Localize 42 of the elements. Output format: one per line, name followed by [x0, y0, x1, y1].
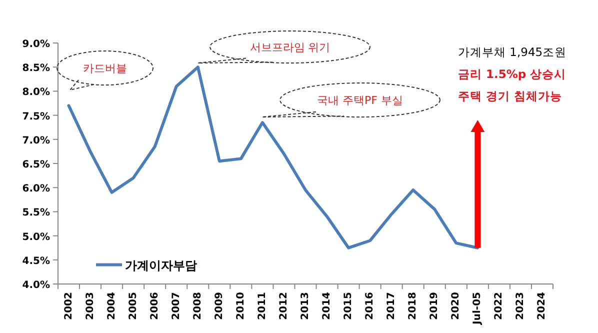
x-tick-label: 2005	[128, 292, 139, 320]
x-tick-label: 2002	[63, 292, 74, 320]
x-tick-label: 2009	[214, 292, 225, 320]
y-tick-label: 8.5%	[22, 63, 50, 74]
annotation: 서브프라임 위기	[250, 41, 330, 54]
x-tick-label: 2007	[170, 292, 182, 320]
x-tick-label: 2019	[429, 292, 440, 320]
x-tick-label: 2017	[386, 292, 398, 320]
y-tick-label: 5.0%	[22, 232, 50, 243]
x-tick-label: 2012	[278, 292, 290, 320]
x-tick-label: 2024	[536, 292, 548, 320]
x-tick-label: 2014	[322, 292, 333, 320]
annotation: 가계부채 1,945조원	[458, 45, 567, 59]
y-tick-label: 9.0%	[22, 39, 50, 50]
y-tick-label: 6.0%	[22, 184, 50, 195]
x-tick-label: 2016	[364, 292, 376, 320]
y-tick-label: 4.5%	[22, 256, 50, 267]
y-tick-label: 6.5%	[22, 160, 50, 170]
x-tick-label: 2013	[300, 292, 311, 320]
x-tick-label: 2015	[343, 292, 354, 320]
annotation: 주택 경기 침체가능	[458, 89, 562, 103]
x-tick-label: 2004	[106, 292, 118, 320]
x-tick-label: 2006	[149, 292, 160, 320]
legend-label: 가계이자부담	[125, 258, 197, 273]
x-tick-label: Jul-05	[472, 292, 484, 326]
x-tick-label: 2022	[494, 292, 505, 320]
y-tick-label: 8.0%	[22, 87, 50, 98]
annotation: 카드버블	[83, 62, 127, 75]
y-tick-label: 4.0%	[22, 280, 50, 291]
annotation: 금리 1.5%p 상승시	[458, 67, 566, 81]
x-tick-label: 2003	[84, 292, 96, 320]
x-tick-label: 2018	[408, 292, 419, 320]
x-tick-label: 2011	[256, 292, 268, 320]
x-tick-label: 2008	[192, 292, 204, 320]
y-tick-label: 7.0%	[22, 135, 50, 146]
line-series	[67, 66, 480, 250]
x-tick-label: 2020	[450, 292, 462, 320]
x-tick-label: 2010	[235, 292, 246, 320]
x-tick-label: 2023	[515, 292, 526, 320]
y-tick-label: 7.5%	[22, 111, 50, 122]
annotation: 국내 주택PF 부실	[317, 94, 403, 107]
y-tick-label: 5.5%	[22, 208, 50, 219]
